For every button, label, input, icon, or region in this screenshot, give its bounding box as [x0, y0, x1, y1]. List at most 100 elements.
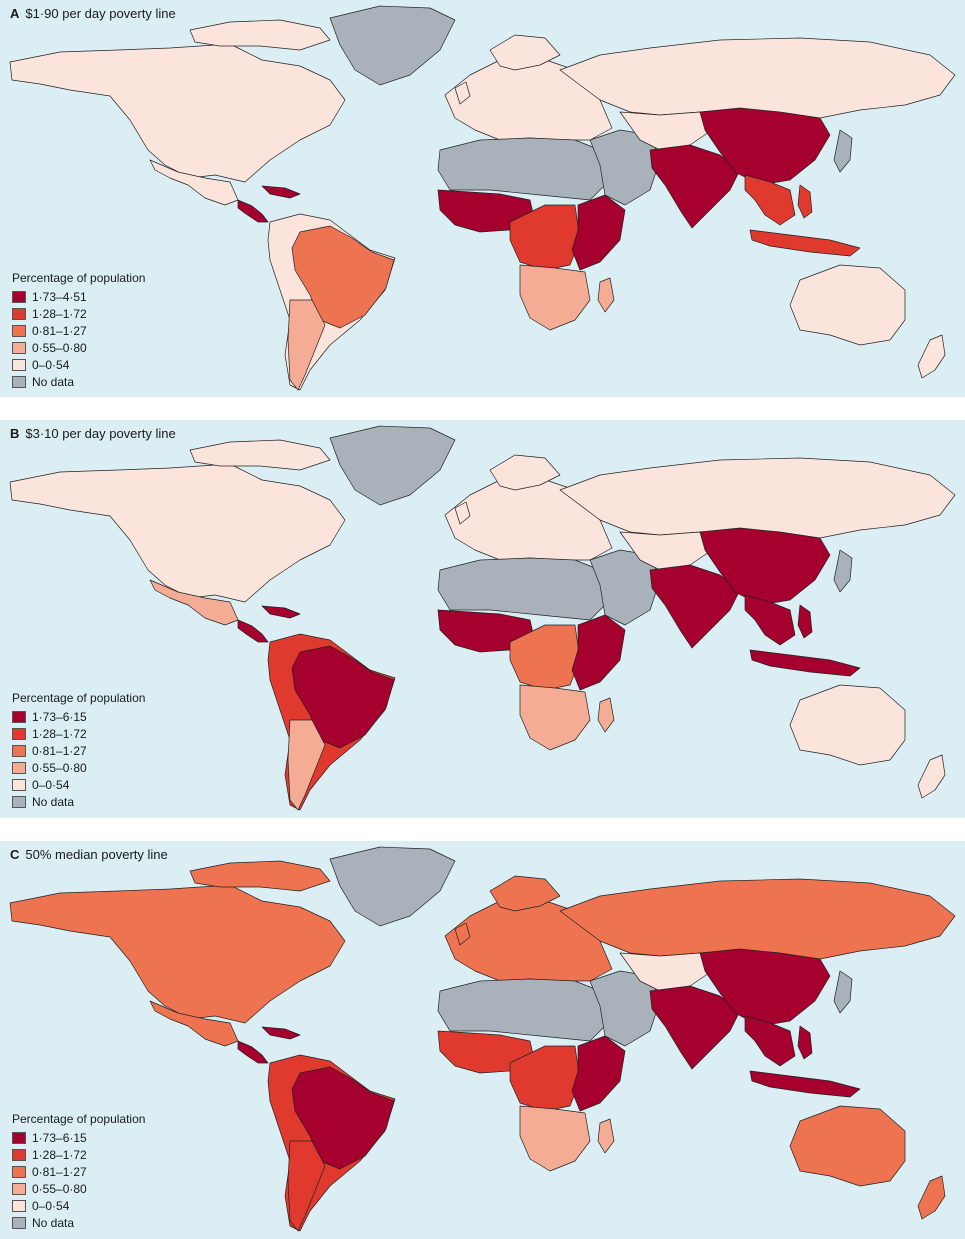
region-central-america [237, 1040, 269, 1064]
region-central-america [237, 619, 269, 643]
legend-label: No data [32, 1215, 75, 1230]
panel-title-text: $3·10 per day poverty line [25, 426, 176, 441]
region-new-zealand [917, 1175, 946, 1220]
legend-label: 1·73–4·51 [32, 289, 87, 304]
region-madagascar [597, 277, 615, 313]
legend-label: 1·28–1·72 [32, 306, 87, 321]
legend-label: No data [32, 794, 75, 809]
region-indonesia [749, 229, 861, 257]
panel-title: C 50% median poverty line [10, 847, 168, 862]
region-southern-africa [519, 1105, 591, 1172]
legend-item: No data [12, 793, 145, 810]
panel-letter: C [10, 847, 20, 862]
region-greenland [329, 425, 456, 506]
region-caribbean [261, 1026, 301, 1040]
legend-item: 0–0·54 [12, 356, 145, 373]
region-middle-east [589, 549, 661, 626]
legend-swatch [12, 710, 26, 723]
region-mexico [149, 1000, 239, 1047]
legend-swatch [12, 761, 26, 774]
region-australia [789, 684, 906, 766]
region-argentina [287, 1140, 326, 1232]
legend-item: 0·81–1·27 [12, 1163, 145, 1180]
legend: Percentage of population 1·73–6·15 1·28–… [12, 1112, 145, 1231]
region-mexico [149, 579, 239, 626]
region-southeast-asia [744, 1015, 796, 1067]
region-china [699, 107, 831, 186]
region-central-asia [619, 952, 713, 992]
region-china [699, 527, 831, 606]
world-map [9, 425, 956, 811]
region-australia [789, 264, 906, 346]
region-canada-islands [189, 19, 331, 51]
region-east-africa [571, 614, 626, 691]
region-central-asia [619, 531, 713, 571]
region-southern-africa [519, 264, 591, 331]
region-australia [789, 1105, 906, 1187]
legend-title: Percentage of population [12, 271, 146, 285]
legend-item: 0·81–1·27 [12, 742, 145, 759]
region-north-africa [437, 137, 606, 201]
world-map [9, 846, 956, 1232]
world-map [9, 5, 956, 391]
panel-title: B $3·10 per day poverty line [10, 426, 176, 441]
legend-item: 0·55–0·80 [12, 1180, 145, 1197]
legend-item: 0·55–0·80 [12, 339, 145, 356]
panel-title: A $1·90 per day poverty line [10, 6, 176, 21]
legend-swatch [12, 744, 26, 757]
region-central-africa [509, 1045, 581, 1112]
region-philippines [797, 604, 813, 639]
region-greenland [329, 5, 456, 86]
legend-item: 0–0·54 [12, 776, 145, 793]
region-central-asia [619, 111, 713, 151]
region-uk [454, 501, 471, 525]
legend-item: No data [12, 373, 145, 390]
region-south-asia [649, 144, 741, 229]
region-north-america [9, 463, 346, 603]
region-east-africa [571, 1035, 626, 1112]
map-panel-a: A $1·90 per day poverty line Percentage o… [0, 0, 965, 397]
region-north-africa [437, 978, 606, 1042]
legend: Percentage of population 1·73–6·15 1·28–… [12, 691, 145, 810]
legend-label: 0·81–1·27 [32, 743, 87, 758]
legend-swatch [12, 795, 26, 808]
legend-swatch [12, 1148, 26, 1161]
region-argentina [287, 299, 326, 391]
region-south-asia [649, 564, 741, 649]
region-southern-africa [519, 684, 591, 751]
region-china [699, 948, 831, 1027]
legend-swatch [12, 324, 26, 337]
legend-title: Percentage of population [12, 691, 146, 705]
legend-item: 1·73–6·15 [12, 1129, 145, 1146]
region-caribbean [261, 605, 301, 619]
legend-swatch [12, 307, 26, 320]
region-greenland [329, 846, 456, 927]
region-central-africa [509, 624, 581, 691]
legend-label: 0·55–0·80 [32, 340, 87, 355]
region-philippines [797, 1025, 813, 1060]
region-canada-islands [189, 860, 331, 892]
legend-swatch [12, 727, 26, 740]
legend-item: 1·28–1·72 [12, 1146, 145, 1163]
region-new-zealand [917, 754, 946, 799]
legend-item: 0·81–1·27 [12, 322, 145, 339]
legend-title: Percentage of population [12, 1112, 146, 1126]
region-canada-islands [189, 439, 331, 471]
region-east-africa [571, 194, 626, 271]
region-russia [559, 37, 956, 119]
region-brazil [291, 225, 395, 329]
region-japan [833, 970, 853, 1014]
legend-swatch [12, 1216, 26, 1229]
region-japan [833, 549, 853, 593]
legend-label: 0·81–1·27 [32, 1164, 87, 1179]
region-central-america [237, 199, 269, 223]
legend-swatch [12, 341, 26, 354]
legend-item: 0–0·54 [12, 1197, 145, 1214]
region-central-africa [509, 204, 581, 271]
legend-label: 0·55–0·80 [32, 760, 87, 775]
region-southeast-asia [744, 174, 796, 226]
panel-title-text: 50% median poverty line [25, 847, 168, 862]
legend-item: 0·55–0·80 [12, 759, 145, 776]
legend-item: 1·28–1·72 [12, 305, 145, 322]
region-russia [559, 878, 956, 960]
